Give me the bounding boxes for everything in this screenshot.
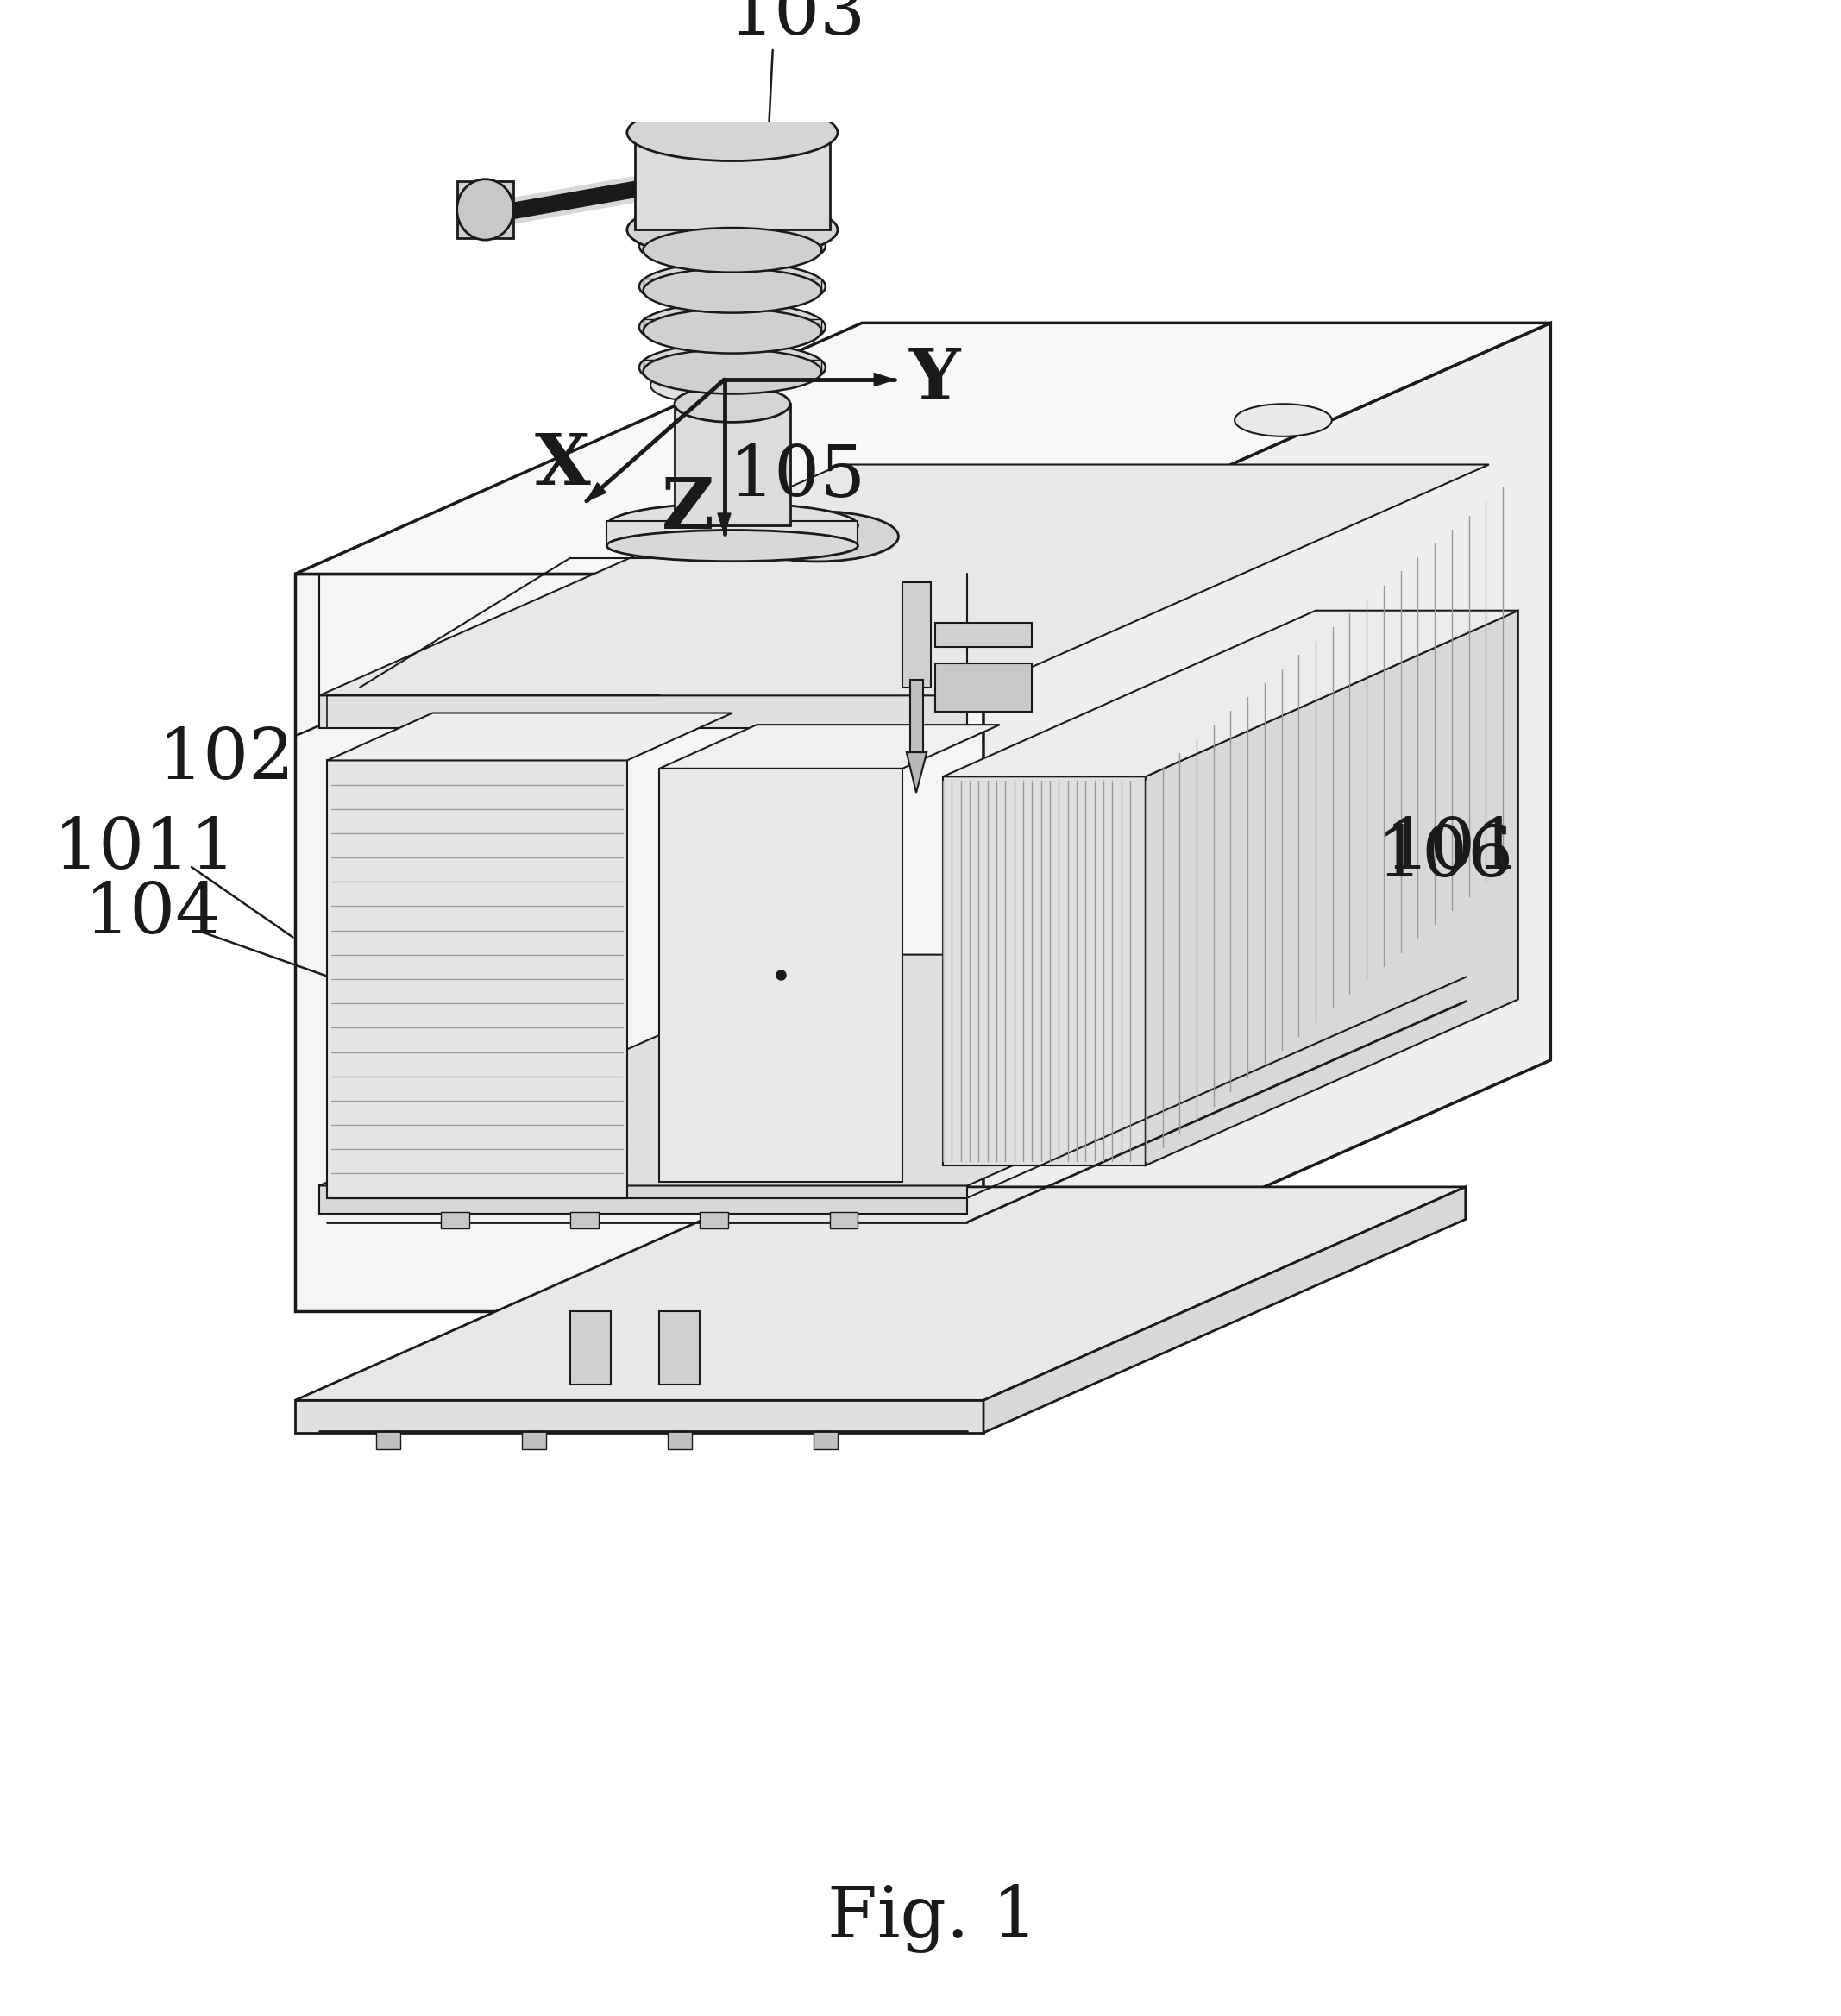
Polygon shape	[983, 323, 1550, 1310]
Polygon shape	[318, 956, 1489, 1185]
Ellipse shape	[639, 343, 825, 391]
Ellipse shape	[650, 369, 757, 401]
Ellipse shape	[639, 109, 825, 157]
Text: Z: Z	[661, 474, 714, 544]
Ellipse shape	[628, 202, 838, 258]
Polygon shape	[328, 760, 628, 1198]
Polygon shape	[587, 484, 606, 502]
Ellipse shape	[674, 385, 790, 421]
Ellipse shape	[643, 268, 821, 312]
Bar	[814, 1431, 838, 1450]
Polygon shape	[983, 1187, 1465, 1433]
Polygon shape	[659, 724, 1000, 768]
Bar	[521, 1431, 547, 1450]
Text: X: X	[534, 429, 591, 500]
Bar	[635, 133, 830, 230]
Polygon shape	[318, 1185, 967, 1214]
Text: 1011: 1011	[53, 814, 237, 883]
Bar	[643, 278, 821, 290]
Bar	[830, 1212, 858, 1228]
Ellipse shape	[736, 512, 898, 562]
Ellipse shape	[608, 530, 858, 560]
Ellipse shape	[639, 302, 825, 351]
Bar	[571, 1212, 598, 1228]
Ellipse shape	[643, 308, 821, 353]
Polygon shape	[718, 514, 731, 534]
Text: 104: 104	[85, 879, 221, 950]
Ellipse shape	[608, 504, 858, 548]
Bar	[659, 1310, 700, 1385]
Text: Fig. 1: Fig. 1	[827, 1885, 1038, 1954]
Bar	[643, 238, 821, 250]
Polygon shape	[328, 714, 733, 760]
Text: Y: Y	[909, 345, 961, 413]
Text: 103: 103	[729, 0, 865, 50]
Ellipse shape	[628, 105, 838, 161]
Bar	[935, 663, 1033, 712]
Ellipse shape	[639, 222, 825, 270]
Bar	[628, 0, 838, 20]
Polygon shape	[318, 696, 967, 728]
Bar	[440, 1212, 469, 1228]
Bar	[700, 1212, 729, 1228]
Polygon shape	[659, 768, 902, 1181]
Ellipse shape	[639, 0, 825, 44]
Text: 101: 101	[1384, 814, 1523, 883]
Text: 102: 102	[156, 726, 295, 794]
Ellipse shape	[457, 179, 514, 240]
Polygon shape	[874, 373, 895, 387]
Ellipse shape	[643, 349, 821, 393]
Bar	[648, 20, 817, 133]
Polygon shape	[906, 752, 926, 792]
Ellipse shape	[622, 0, 841, 50]
Polygon shape	[295, 1401, 983, 1433]
Bar	[571, 1310, 611, 1385]
Polygon shape	[295, 323, 1550, 575]
Bar	[668, 1431, 692, 1450]
Bar	[643, 359, 821, 371]
Polygon shape	[1145, 611, 1519, 1165]
Polygon shape	[295, 575, 983, 1310]
Bar	[457, 181, 514, 238]
Polygon shape	[318, 464, 1489, 696]
Bar	[902, 583, 932, 687]
Bar	[911, 679, 922, 752]
Polygon shape	[943, 611, 1519, 776]
Bar	[643, 319, 821, 331]
Polygon shape	[943, 776, 1145, 1165]
Bar	[608, 522, 858, 546]
Text: 106: 106	[1377, 823, 1513, 893]
Bar	[376, 1431, 399, 1450]
Ellipse shape	[1235, 403, 1331, 435]
Bar	[935, 623, 1033, 647]
Text: 105: 105	[729, 442, 865, 512]
Polygon shape	[295, 1187, 1465, 1401]
Bar	[674, 403, 790, 526]
Ellipse shape	[639, 262, 825, 310]
Ellipse shape	[643, 228, 821, 272]
